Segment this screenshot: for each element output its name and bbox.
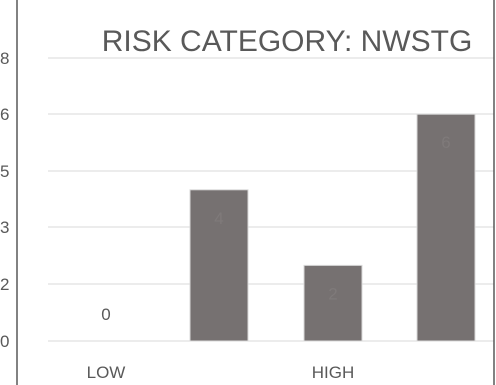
bar (416, 113, 476, 342)
y-tick-label: 3 (0, 218, 9, 237)
data-label: 0 (101, 305, 110, 324)
y-tick-label: 6 (0, 105, 9, 124)
bars (189, 113, 476, 342)
gridlines (48, 57, 494, 342)
y-tick-label: 5 (0, 162, 9, 181)
y-tick-label: 0 (0, 332, 9, 351)
bar (303, 264, 363, 342)
data-label: 4 (214, 209, 223, 228)
y-tick-label: 8 (0, 49, 9, 68)
category-label: LOW (87, 363, 126, 382)
category-labels: LOW HIGH (87, 363, 355, 382)
bar (189, 189, 249, 342)
data-labels: 0 4 2 6 (101, 133, 450, 324)
data-label: 6 (441, 133, 450, 152)
category-label: HIGH (312, 363, 355, 382)
chart-title: RISK CATEGORY: NWSTG (102, 25, 473, 58)
data-label: 2 (328, 284, 337, 303)
y-tick-label: 2 (0, 275, 9, 294)
y-tick-labels: 0 2 3 5 6 8 (0, 49, 9, 351)
